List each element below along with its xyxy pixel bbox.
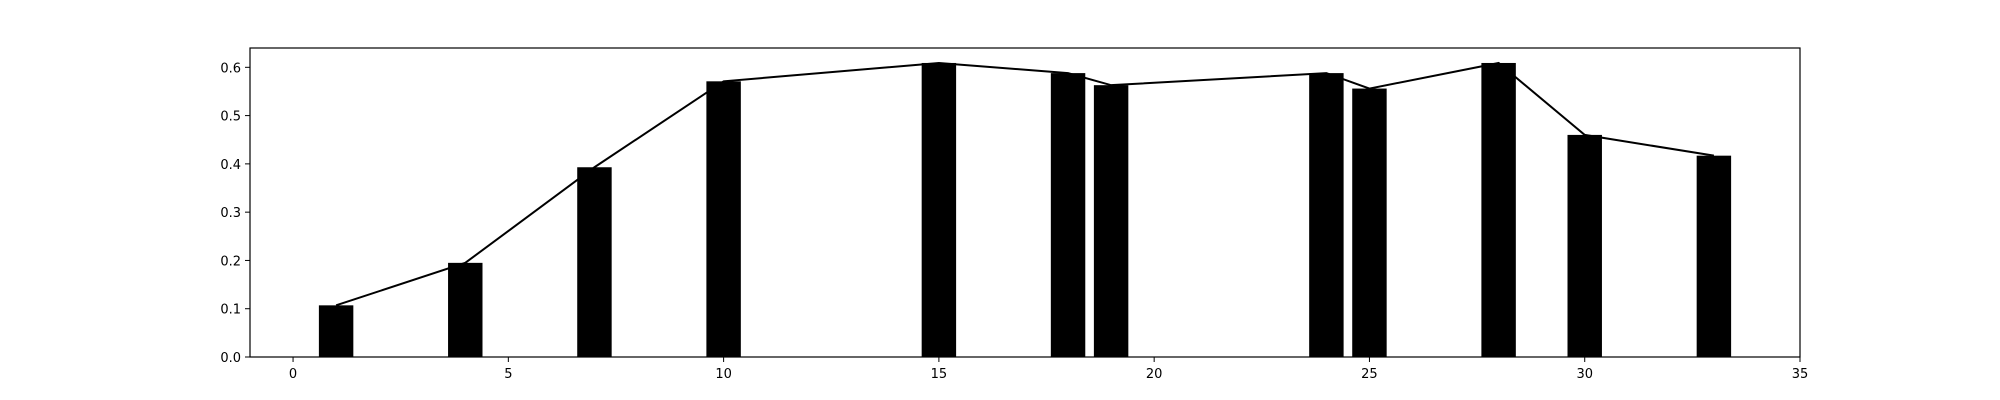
y-tick-label-0: 0.0 bbox=[220, 351, 241, 366]
y-tick-label-2: 0.2 bbox=[220, 254, 241, 269]
plot-frame bbox=[249, 47, 1801, 358]
series-line bbox=[335, 61, 1715, 307]
bar-4 bbox=[921, 62, 957, 357]
bar-0 bbox=[318, 305, 354, 357]
bars-layer bbox=[318, 62, 1732, 358]
x-tick-label-4: 20 bbox=[1146, 367, 1163, 382]
x-tick-label-0: 0 bbox=[289, 367, 297, 382]
bar-3 bbox=[706, 81, 741, 358]
y-tick-label-3: 0.3 bbox=[220, 206, 241, 221]
bar-2 bbox=[577, 167, 612, 357]
y-tick-label-4: 0.4 bbox=[220, 158, 241, 173]
x-tick-label-5: 25 bbox=[1361, 367, 1378, 382]
x-tick-label-1: 5 bbox=[504, 367, 512, 382]
y-tick-label-6: 0.6 bbox=[220, 61, 241, 76]
x-tick-label-6: 30 bbox=[1576, 367, 1593, 382]
bar-8 bbox=[1352, 88, 1387, 358]
x-axis: 0 5 10 15 20 25 30 35 bbox=[289, 357, 1808, 382]
bar-9 bbox=[1481, 62, 1516, 357]
x-tick-label-7: 35 bbox=[1792, 367, 1809, 382]
bar-7 bbox=[1309, 73, 1344, 357]
bar-6 bbox=[1093, 85, 1129, 357]
bar-10 bbox=[1567, 134, 1602, 357]
bar-5 bbox=[1050, 73, 1086, 357]
bar-11 bbox=[1696, 155, 1732, 357]
x-tick-label-3: 15 bbox=[931, 367, 948, 382]
y-tick-label-1: 0.1 bbox=[220, 303, 241, 318]
x-tick-label-2: 10 bbox=[715, 367, 732, 382]
y-axis: 0.0 0.1 0.2 0.3 0.4 0.5 0.6 bbox=[220, 61, 250, 366]
bar-1 bbox=[448, 262, 483, 357]
y-tick-label-5: 0.5 bbox=[220, 110, 241, 125]
